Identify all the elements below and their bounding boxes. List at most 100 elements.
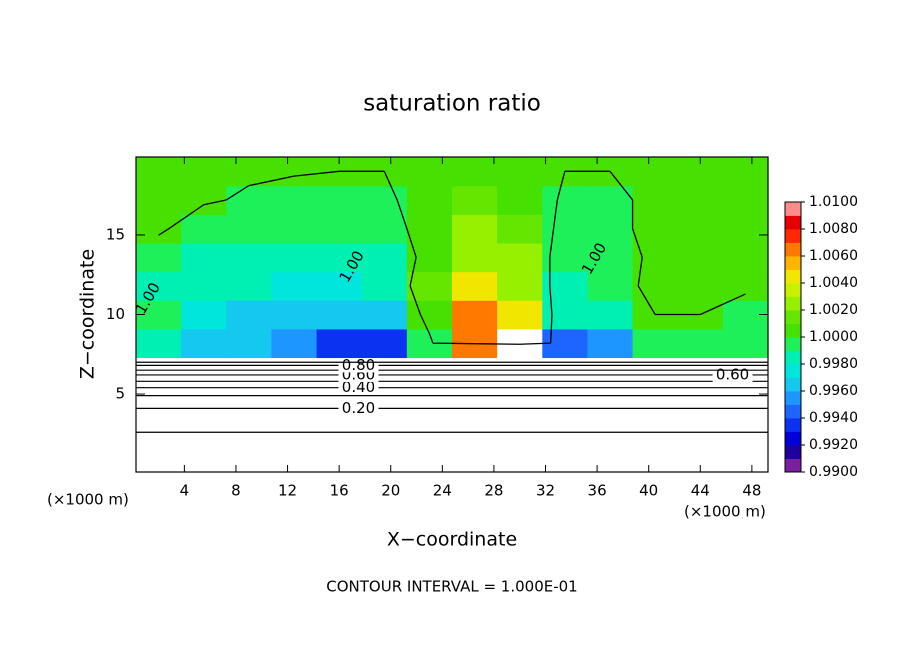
field-cell [587,328,634,359]
field-cell [271,414,318,444]
field-cell [361,328,408,359]
field-cell [316,185,363,215]
colorbar-swatch [785,202,801,216]
colorbar-tick-label: 1.0040 [809,275,858,291]
field-cell [542,214,589,244]
field-cell [542,414,589,444]
field-cell [271,443,318,473]
x-tick-label: 12 [278,482,297,500]
field-cell [271,214,318,244]
colorbar-swatch [785,458,801,473]
field-cell [361,185,408,215]
x-tick-label: 8 [231,482,241,500]
field-cell [722,157,769,187]
field-cell [406,443,453,473]
field-cell [181,300,227,330]
colorbar-swatch [785,310,801,324]
field-cell [497,300,543,330]
colorbar-swatch [785,256,801,270]
field-cell [316,328,363,359]
colorbar-swatch [785,283,801,297]
contour-label-bg [712,367,753,382]
x-tick-label: 36 [588,482,607,500]
field-cell [136,214,182,244]
field-cell [136,386,182,416]
colorbar-tick-label: 1.0100 [809,194,858,210]
field-cell [587,414,634,444]
field-cell [497,386,543,416]
colorbar-swatch [785,229,801,243]
field-cell [181,185,227,215]
field-cell [497,157,543,187]
field-cell [452,300,498,330]
field-cell [181,386,227,416]
field-cell [677,414,724,444]
field-cell [722,242,769,273]
colorbar-swatch [785,350,801,365]
x-axis-label: X−coordinate [387,529,517,551]
field-cell [632,386,679,416]
colorbar-tick-label: 0.9940 [809,410,858,426]
x-tick-label: 4 [180,482,190,500]
y-axis-label: Z−coordinate [77,249,99,379]
field-cell [677,242,724,273]
field-cell [587,443,634,473]
field-cell [226,300,273,330]
x-unit: (×1000 m) [684,503,766,521]
field-cell [587,242,634,273]
field-cell [181,242,227,273]
field-cell [226,157,273,187]
field-cell [542,386,589,416]
field-cell [361,242,408,273]
field-cell [452,443,498,473]
field-cell [226,185,273,215]
field-cell [542,443,589,473]
field-cell [677,185,724,215]
field-cell [452,414,498,444]
field-cell [497,443,543,473]
field-cell [226,414,273,444]
colorbar-swatch [785,391,801,405]
field-cell [587,214,634,244]
field-cell [452,242,498,273]
y-tick-label: 15 [106,225,125,243]
field-cell [452,185,498,215]
colorbar-swatch [785,323,801,338]
field-cell [226,242,273,273]
field-cell [722,443,769,473]
field-cell [542,271,589,301]
field-cell [361,414,408,444]
field-cell [406,185,453,215]
field-cell [632,214,679,244]
field-cell [587,185,634,215]
colorbar-swatch [785,242,801,257]
field-cell [452,386,498,416]
x-tick-label: 32 [536,482,555,500]
field-cell [226,214,273,244]
field-cell [587,300,634,330]
field-cell [136,443,182,473]
x-tick-label: 20 [381,482,400,500]
field-cell [271,157,318,187]
x-unit: (×1000 m) [47,491,129,509]
field-cell [587,271,634,301]
contour-line [158,170,746,345]
field-cell [181,157,227,187]
field-cell [271,300,318,330]
field-cell [632,443,679,473]
field-cell [632,185,679,215]
y-tick-label: 10 [106,305,125,323]
field-cell [136,271,182,301]
colorbar-swatch [785,445,801,459]
field-cell [226,386,273,416]
colorbar-swatch [785,404,801,419]
field-cell [722,271,769,301]
field-cell [271,185,318,215]
field-cell [181,414,227,444]
field-cell [722,328,769,359]
field-cell [406,214,453,244]
field-cell [316,300,363,330]
chart-title: saturation ratio [363,91,541,117]
field-cell [271,271,318,301]
colorbar-tick-label: 0.9960 [809,383,858,399]
